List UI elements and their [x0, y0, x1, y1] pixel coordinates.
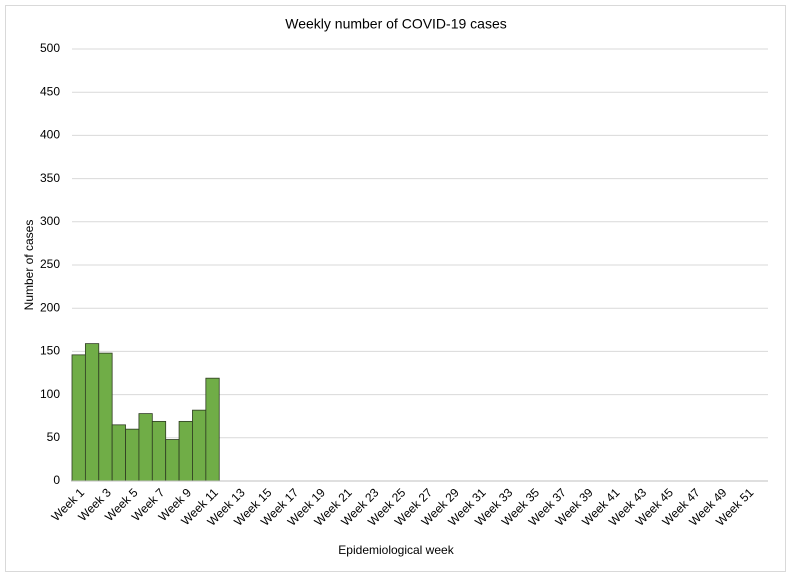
bar	[125, 428, 140, 482]
y-tick-label: 250	[40, 257, 60, 271]
y-tick-label: 200	[40, 300, 60, 314]
chart-border	[5, 5, 786, 572]
y-tick-label: 350	[40, 171, 60, 185]
bar	[165, 439, 180, 482]
y-tick-label: 400	[40, 128, 60, 142]
y-tick-label: 0	[53, 473, 60, 487]
bar	[98, 352, 113, 482]
bar	[192, 409, 207, 482]
bar	[151, 420, 167, 482]
chart-title: Weekly number of COVID-19 cases	[285, 16, 507, 32]
bar	[205, 377, 220, 482]
y-tick-label: 100	[40, 387, 60, 401]
y-tick-label: 450	[40, 84, 60, 98]
bar	[138, 413, 153, 482]
bar	[71, 354, 86, 482]
y-tick-label: 50	[47, 430, 61, 444]
bar	[178, 420, 193, 482]
y-tick-label: 500	[40, 41, 60, 55]
bar	[111, 424, 126, 482]
x-axis-label: Epidemiological week	[338, 543, 454, 557]
bar	[84, 343, 100, 482]
y-tick-label: 300	[40, 214, 60, 228]
y-axis-label: Number of cases	[22, 220, 36, 311]
y-tick-label: 150	[40, 344, 60, 358]
